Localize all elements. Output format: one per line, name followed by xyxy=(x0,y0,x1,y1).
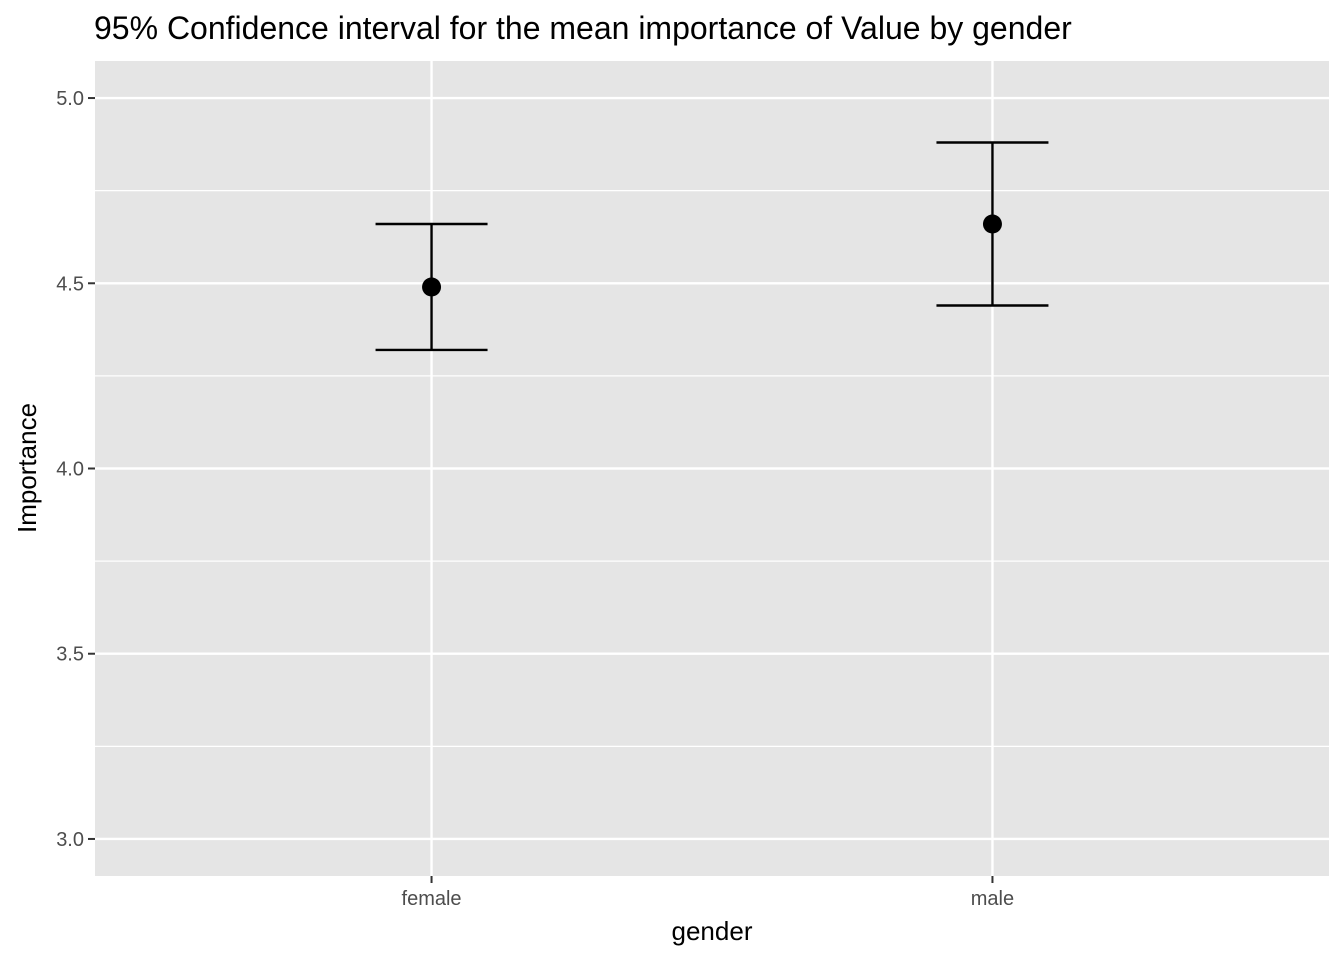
mean-point xyxy=(982,214,1002,234)
grid-minor xyxy=(95,190,1329,747)
y-axis-title: Importance xyxy=(12,403,42,533)
y-tick-label: 4.0 xyxy=(56,459,84,481)
y-axis: 3.0 3.5 4.0 4.5 5.0 xyxy=(56,88,95,851)
y-tick-label: 3.0 xyxy=(56,829,84,851)
x-axis-title: gender xyxy=(672,916,753,946)
x-axis: female male xyxy=(402,876,1014,910)
chart-marks xyxy=(375,141,1049,352)
y-tick-label: 4.5 xyxy=(56,273,84,295)
x-tick-label: male xyxy=(971,888,1014,910)
x-tick-label: female xyxy=(402,888,462,910)
y-tick-label: 3.5 xyxy=(56,644,84,666)
chart-title: 95% Confidence interval for the mean imp… xyxy=(94,10,1072,46)
mean-point xyxy=(422,277,442,297)
y-tick-label: 5.0 xyxy=(56,88,84,110)
